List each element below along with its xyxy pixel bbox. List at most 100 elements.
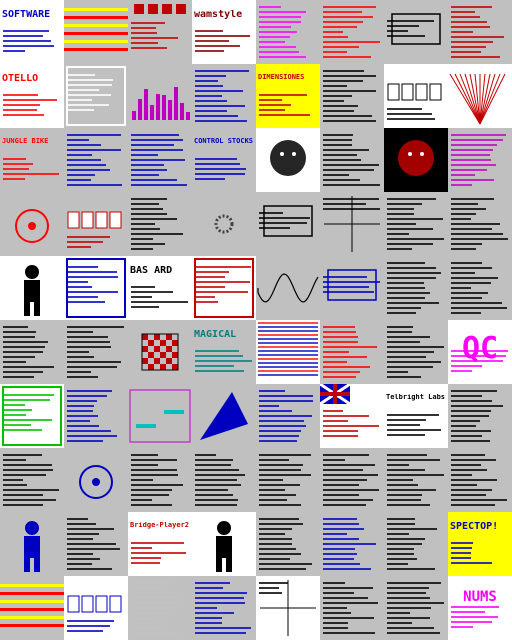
screenshot-tile [384,256,448,320]
tile-artwork [79,465,113,499]
screenshot-tile [320,320,384,384]
tile-artwork [451,6,504,58]
screenshot-tile [448,0,512,64]
screenshot-tile [64,128,128,192]
tile-artwork [131,4,186,49]
screenshot-tile [0,384,64,448]
screenshot-tile [384,192,448,256]
tile-artwork [259,94,310,116]
tile-artwork [387,582,444,634]
tile-artwork [258,322,318,376]
tile-artwork [66,66,126,126]
screenshot-tile [256,384,320,448]
tile-artwork [67,518,120,570]
tile-artwork [66,258,126,318]
screenshot-tile [256,192,320,256]
tile-artwork [2,386,62,446]
tile-artwork [259,6,306,58]
screenshot-tile [128,0,192,64]
screenshot-tile [320,256,384,320]
screenshot-tile [128,576,192,640]
tile-artwork [323,134,380,186]
tile-caption: BAS ARD [130,266,173,276]
tile-artwork [451,134,506,186]
tile-caption: SOFTWARE [2,10,51,20]
tile-artwork [451,390,503,442]
tile-artwork [3,454,59,506]
tile-artwork [320,384,379,437]
tile-artwork [451,454,507,506]
screenshot-tile: Telbright Labs [384,384,448,448]
screenshot-tile: QC [448,320,512,384]
tile-artwork [451,350,508,372]
tile-artwork [64,8,128,51]
tile-artwork [387,518,437,570]
tile-artwork [323,326,377,378]
screenshot-tile [320,576,384,640]
screenshot-tile [64,384,128,448]
screenshot-tile [64,0,128,64]
screenshot-tile [320,64,384,128]
screenshot-tile [0,256,64,320]
screenshot-tile [128,448,192,512]
screenshot-tile [192,448,256,512]
tile-caption: NUMS [463,590,497,604]
tile-artwork [195,70,249,122]
tile-artwork [323,582,378,634]
tile-artwork [131,454,183,506]
screenshot-tile [384,0,448,64]
screenshot-tile [64,448,128,512]
screenshot-tile [384,512,448,576]
screenshot-tile [448,384,512,448]
screenshot-tile [0,320,64,384]
screenshot-tile [192,384,256,448]
screenshot-tile [0,576,64,640]
screenshot-tile [448,448,512,512]
tile-artwork [67,595,122,632]
screenshot-tile [384,320,448,384]
screenshot-tile [256,448,320,512]
screenshot-tile: SOFTWARE [0,0,64,64]
screenshot-tile [192,192,256,256]
screenshot-tile [256,320,320,384]
screenshot-tile: MAGICAL [192,320,256,384]
tile-artwork [129,389,191,443]
tile-artwork [131,198,183,250]
tile-caption: MAGICAL [194,330,237,340]
tile-artwork [323,196,380,252]
screenshot-tile [64,512,128,576]
tile-artwork [387,83,442,120]
tile-artwork [259,580,316,636]
tile-caption: Telbright Labs [386,394,446,401]
tile-artwork [132,87,190,120]
tile-artwork [214,214,234,234]
tile-artwork [195,582,251,634]
screenshot-tile [0,512,64,576]
tile-artwork [24,521,40,572]
tile-artwork [449,73,506,125]
tile-caption: OTELLO [2,74,39,84]
tile-caption: SPECTOP! [450,522,499,532]
tile-artwork [200,392,248,440]
tile-artwork [451,606,499,628]
screenshot-tile: SPECTOP! [448,512,512,576]
tile-artwork [323,454,379,506]
screenshot-tile [448,192,512,256]
tile-artwork [387,13,441,45]
tile-artwork [387,262,441,314]
tile-artwork [131,134,187,186]
tile-artwork [195,350,252,372]
screenshot-tile [64,64,128,128]
screenshot-tile [128,128,192,192]
screenshot-tile [192,256,256,320]
screenshot-tile [256,256,320,320]
tile-artwork [0,584,64,627]
screenshot-tile [320,192,384,256]
tile-artwork [387,326,444,378]
tile-artwork [451,262,507,314]
screenshot-tile [256,576,320,640]
screenshot-tile [384,448,448,512]
screenshot-tile [384,128,448,192]
tile-caption: DIMENSIONES [258,74,305,81]
tile-artwork [67,390,117,442]
